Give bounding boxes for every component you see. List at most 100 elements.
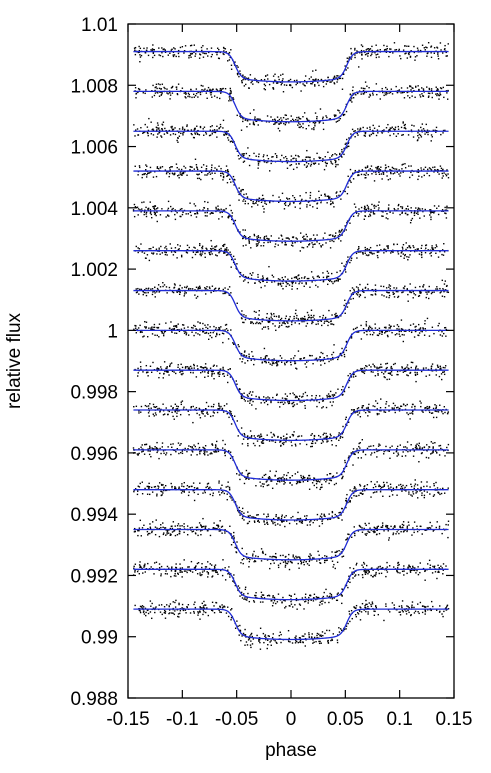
data-point: [378, 201, 380, 203]
data-point: [201, 371, 204, 373]
data-point: [140, 368, 142, 370]
data-point: [275, 394, 278, 396]
data-point: [430, 453, 432, 455]
data-point: [161, 208, 163, 210]
data-point: [257, 155, 260, 158]
data-point: [165, 216, 167, 218]
data-point: [275, 329, 277, 332]
data-point: [147, 54, 150, 57]
data-point: [418, 444, 420, 447]
data-point: [136, 453, 139, 455]
data-point: [239, 271, 242, 274]
data-point: [240, 397, 243, 400]
data-point: [334, 235, 337, 237]
data-point: [298, 518, 300, 520]
data-point: [305, 325, 307, 327]
data-point: [234, 61, 236, 63]
data-point: [155, 86, 157, 88]
data-point: [202, 330, 205, 333]
data-point: [261, 328, 264, 330]
data-point: [313, 314, 315, 317]
data-point: [173, 371, 175, 373]
data-point: [409, 418, 411, 420]
data-point: [317, 480, 319, 483]
data-point: [422, 411, 424, 413]
data-point: [244, 236, 247, 238]
data-point: [281, 276, 283, 279]
data-point: [394, 404, 396, 407]
data-point: [347, 67, 349, 69]
data-point: [427, 368, 430, 371]
data-point: [421, 256, 423, 259]
data-point: [373, 252, 375, 255]
data-point: [378, 125, 380, 128]
data-point: [209, 89, 211, 91]
data-point: [299, 481, 302, 483]
data-point: [424, 288, 426, 291]
data-point: [236, 473, 238, 475]
data-point: [270, 400, 272, 402]
data-point: [179, 371, 181, 373]
data-point: [365, 323, 367, 325]
data-point: [168, 327, 171, 330]
data-point: [258, 436, 261, 438]
data-point: [435, 406, 438, 409]
data-point: [327, 393, 330, 395]
data-point: [382, 453, 385, 455]
data-point: [214, 172, 216, 174]
data-point: [369, 126, 371, 128]
data-point: [367, 48, 370, 50]
data-point: [329, 433, 332, 435]
data-point: [439, 493, 441, 496]
data-point: [318, 401, 321, 404]
data-point: [319, 481, 321, 483]
data-point: [156, 129, 158, 131]
data-point: [265, 516, 268, 518]
data-point: [154, 406, 157, 408]
data-point: [392, 173, 394, 175]
data-point: [409, 450, 411, 452]
data-point: [263, 513, 265, 515]
data-point: [146, 485, 148, 488]
data-point: [360, 49, 363, 52]
data-point: [443, 172, 445, 174]
data-point: [335, 482, 337, 485]
data-point: [412, 491, 414, 493]
data-point: [328, 197, 330, 199]
data-point: [211, 96, 213, 98]
data-point: [242, 120, 244, 123]
data-point: [137, 87, 140, 90]
data-point: [263, 474, 265, 477]
data-point: [288, 238, 290, 240]
data-point: [235, 267, 237, 270]
data-point: [338, 231, 340, 233]
data-point: [285, 281, 288, 283]
data-point: [374, 284, 377, 286]
data-point: [233, 184, 235, 186]
data-point: [216, 440, 218, 443]
data-point: [240, 129, 243, 131]
data-point: [302, 123, 304, 125]
data-point: [369, 215, 372, 217]
data-point: [406, 288, 408, 290]
data-point: [327, 76, 329, 79]
data-point: [391, 374, 393, 376]
data-point: [347, 145, 349, 148]
data-point: [408, 51, 411, 54]
data-point: [402, 371, 405, 373]
data-point: [199, 54, 202, 56]
data-point: [188, 414, 190, 416]
data-point: [326, 518, 329, 521]
data-point: [396, 370, 399, 373]
data-point: [338, 512, 340, 514]
data-point: [251, 321, 253, 323]
data-point: [265, 203, 268, 205]
data-point: [294, 443, 297, 446]
data-point: [384, 376, 386, 379]
data-point: [396, 373, 398, 376]
data-point: [324, 195, 326, 197]
data-point: [206, 248, 208, 250]
data-point: [333, 394, 336, 396]
data-point: [306, 206, 308, 208]
data-point: [414, 56, 417, 58]
